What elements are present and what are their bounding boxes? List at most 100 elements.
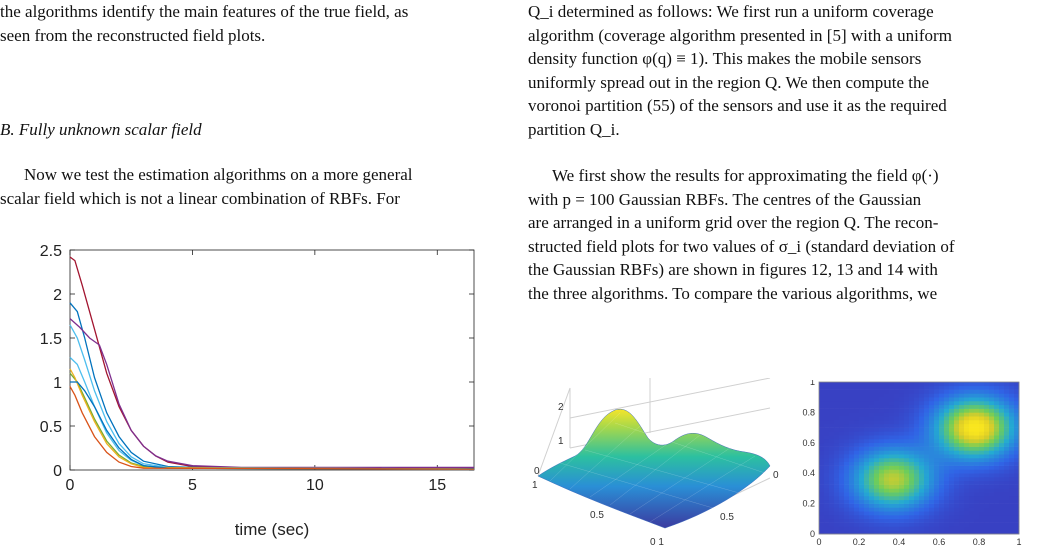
heatmap-cell	[829, 439, 835, 444]
heatmap-cell	[844, 469, 850, 474]
heatmap-cell	[934, 442, 940, 447]
heatmap-cell	[824, 518, 830, 523]
heatmap-cell	[854, 435, 860, 440]
heatmap-cell	[949, 397, 955, 402]
heatmap-cell	[1009, 416, 1015, 421]
heatmap-cell	[839, 442, 845, 447]
heatmap-cell	[924, 511, 930, 516]
text-line: the algorithms identify the main feature…	[0, 2, 409, 21]
heatmap-cell	[929, 431, 935, 436]
heatmap-cell	[954, 382, 960, 387]
heatmap-cell	[869, 397, 875, 402]
heatmap-cell	[869, 507, 875, 512]
text-line: algorithm (coverage algorithm presented …	[528, 25, 952, 45]
heatmap-cell	[859, 488, 865, 493]
heatmap-cell	[944, 480, 950, 485]
heatmap-cell	[979, 423, 985, 428]
heatmap-cell	[874, 477, 880, 482]
heatmap-cell	[989, 473, 995, 478]
heatmap-cell	[939, 458, 945, 463]
heatmap-cell	[994, 408, 1000, 413]
heatmap-cell	[979, 484, 985, 489]
x-axis-label: time (sec)	[235, 520, 310, 539]
heatmap-cell	[984, 454, 990, 459]
heatmap-cell	[999, 389, 1005, 394]
heatmap-cell	[909, 401, 915, 406]
heatmap-cell	[884, 480, 890, 485]
series-line	[69, 324, 475, 470]
heatmap-cell	[839, 412, 845, 417]
heatmap-cell	[944, 435, 950, 440]
heatmap-cell	[899, 393, 905, 398]
heatmap-cell	[984, 401, 990, 406]
heatmap-cell	[904, 492, 910, 497]
heatmap-cell	[979, 393, 985, 398]
heatmap-cell	[904, 382, 910, 387]
heatmap-cell	[844, 446, 850, 451]
text-line: uniformly spread out in the region Q. We…	[528, 72, 930, 92]
heatmap-cell	[1004, 480, 1010, 485]
heatmap-cell	[874, 412, 880, 417]
heatmap-cell	[894, 454, 900, 459]
y-tick-label: 0	[810, 529, 815, 539]
heatmap-cell	[989, 507, 995, 512]
heatmap-cell	[874, 385, 880, 390]
heatmap-cell	[984, 480, 990, 485]
heatmap-cell	[849, 518, 855, 523]
heatmap-cell	[999, 427, 1005, 432]
heatmap-cell	[909, 412, 915, 417]
heatmap-cell	[864, 496, 870, 501]
heatmap-cell	[944, 389, 950, 394]
heatmap-cell	[969, 439, 975, 444]
heatmap-cells	[819, 382, 1020, 535]
heatmap-cell	[979, 385, 985, 390]
heatmap-cell	[894, 461, 900, 466]
heatmap-cell	[929, 397, 935, 402]
heatmap-cell	[1004, 431, 1010, 436]
heatmap-cell	[864, 446, 870, 451]
heatmap-cell	[894, 465, 900, 470]
heatmap-cell	[894, 499, 900, 504]
heatmap-cell	[974, 404, 980, 409]
heatmap-cell	[974, 461, 980, 466]
heatmap-cell	[999, 408, 1005, 413]
heatmap-cell	[879, 503, 885, 508]
heatmap-cell	[864, 431, 870, 436]
heatmap-cell	[819, 477, 825, 482]
heatmap-cell	[879, 480, 885, 485]
heatmap-cell	[969, 480, 975, 485]
heatmap-cell	[944, 469, 950, 474]
heatmap-cell	[874, 427, 880, 432]
heatmap-cell	[934, 507, 940, 512]
heatmap-cell	[909, 484, 915, 489]
heatmap-cell	[844, 408, 850, 413]
heatmap-cell	[974, 431, 980, 436]
heatmap-cell	[939, 518, 945, 523]
heatmap-cell	[1009, 389, 1015, 394]
heatmap-cell	[864, 408, 870, 413]
heatmap-cell	[824, 435, 830, 440]
heatmap-cell	[909, 499, 915, 504]
heatmap-cell	[929, 442, 935, 447]
heatmap-cell	[904, 397, 910, 402]
heatmap-cell	[974, 442, 980, 447]
heatmap-cell	[859, 530, 865, 535]
heatmap-cell	[874, 488, 880, 493]
heatmap-cell	[1004, 515, 1010, 520]
heatmap-cell	[959, 389, 965, 394]
heatmap-cell	[929, 427, 935, 432]
heatmap-cell	[889, 499, 895, 504]
heatmap-cell	[934, 496, 940, 501]
heatmap-cell	[989, 465, 995, 470]
heatmap-cell	[859, 484, 865, 489]
z-tick-label: 1	[558, 436, 564, 447]
heatmap-cell	[889, 435, 895, 440]
heatmap-cell	[924, 515, 930, 520]
heatmap-cell	[914, 412, 920, 417]
heatmap-cell	[969, 454, 975, 459]
heatmap-cell	[874, 393, 880, 398]
heatmap-cell	[979, 473, 985, 478]
heatmap-cell	[964, 480, 970, 485]
heatmap-cell	[884, 442, 890, 447]
heatmap-cell	[1004, 412, 1010, 417]
